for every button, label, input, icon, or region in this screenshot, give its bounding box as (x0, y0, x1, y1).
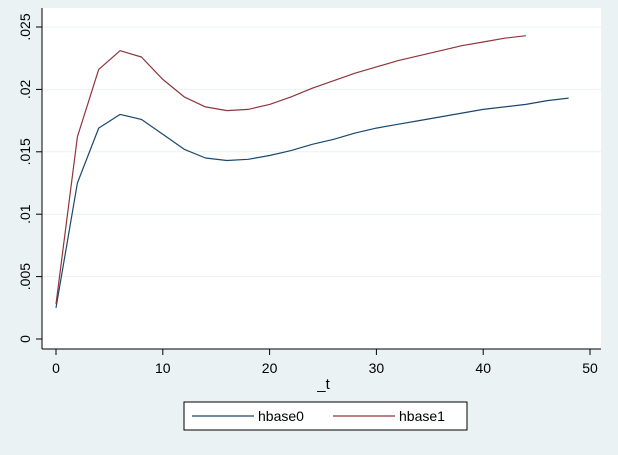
y-tick-label: .01 (17, 204, 33, 224)
legend-label-hbase1: hbase1 (399, 408, 445, 424)
axes: 0 .005 .01 .015 .02 .025 0 10 20 30 40 50 (17, 8, 601, 376)
series-line-hbase0 (55, 97, 569, 308)
x-tick-label: 0 (52, 360, 60, 376)
y-tick-label: .02 (17, 79, 33, 99)
y-tick-label: 0 (17, 335, 33, 343)
y-tick-label: .015 (17, 138, 33, 165)
x-tick-label: 40 (475, 360, 491, 376)
x-axis-label: _t (316, 376, 330, 393)
legend-label-hbase0: hbase0 (258, 408, 304, 424)
x-tick-label: 30 (369, 360, 385, 376)
x-tick-label: 20 (262, 360, 278, 376)
series-lines (55, 35, 569, 308)
x-tick-label: 50 (582, 360, 598, 376)
legend: hbase0 hbase1 (183, 401, 468, 431)
series-line-hbase1 (55, 35, 526, 305)
grid-lines (42, 26, 601, 278)
plot-area (42, 8, 601, 349)
y-tick-label: .005 (17, 263, 33, 290)
x-tick-label: 10 (155, 360, 171, 376)
y-tick-label: .025 (17, 13, 33, 40)
